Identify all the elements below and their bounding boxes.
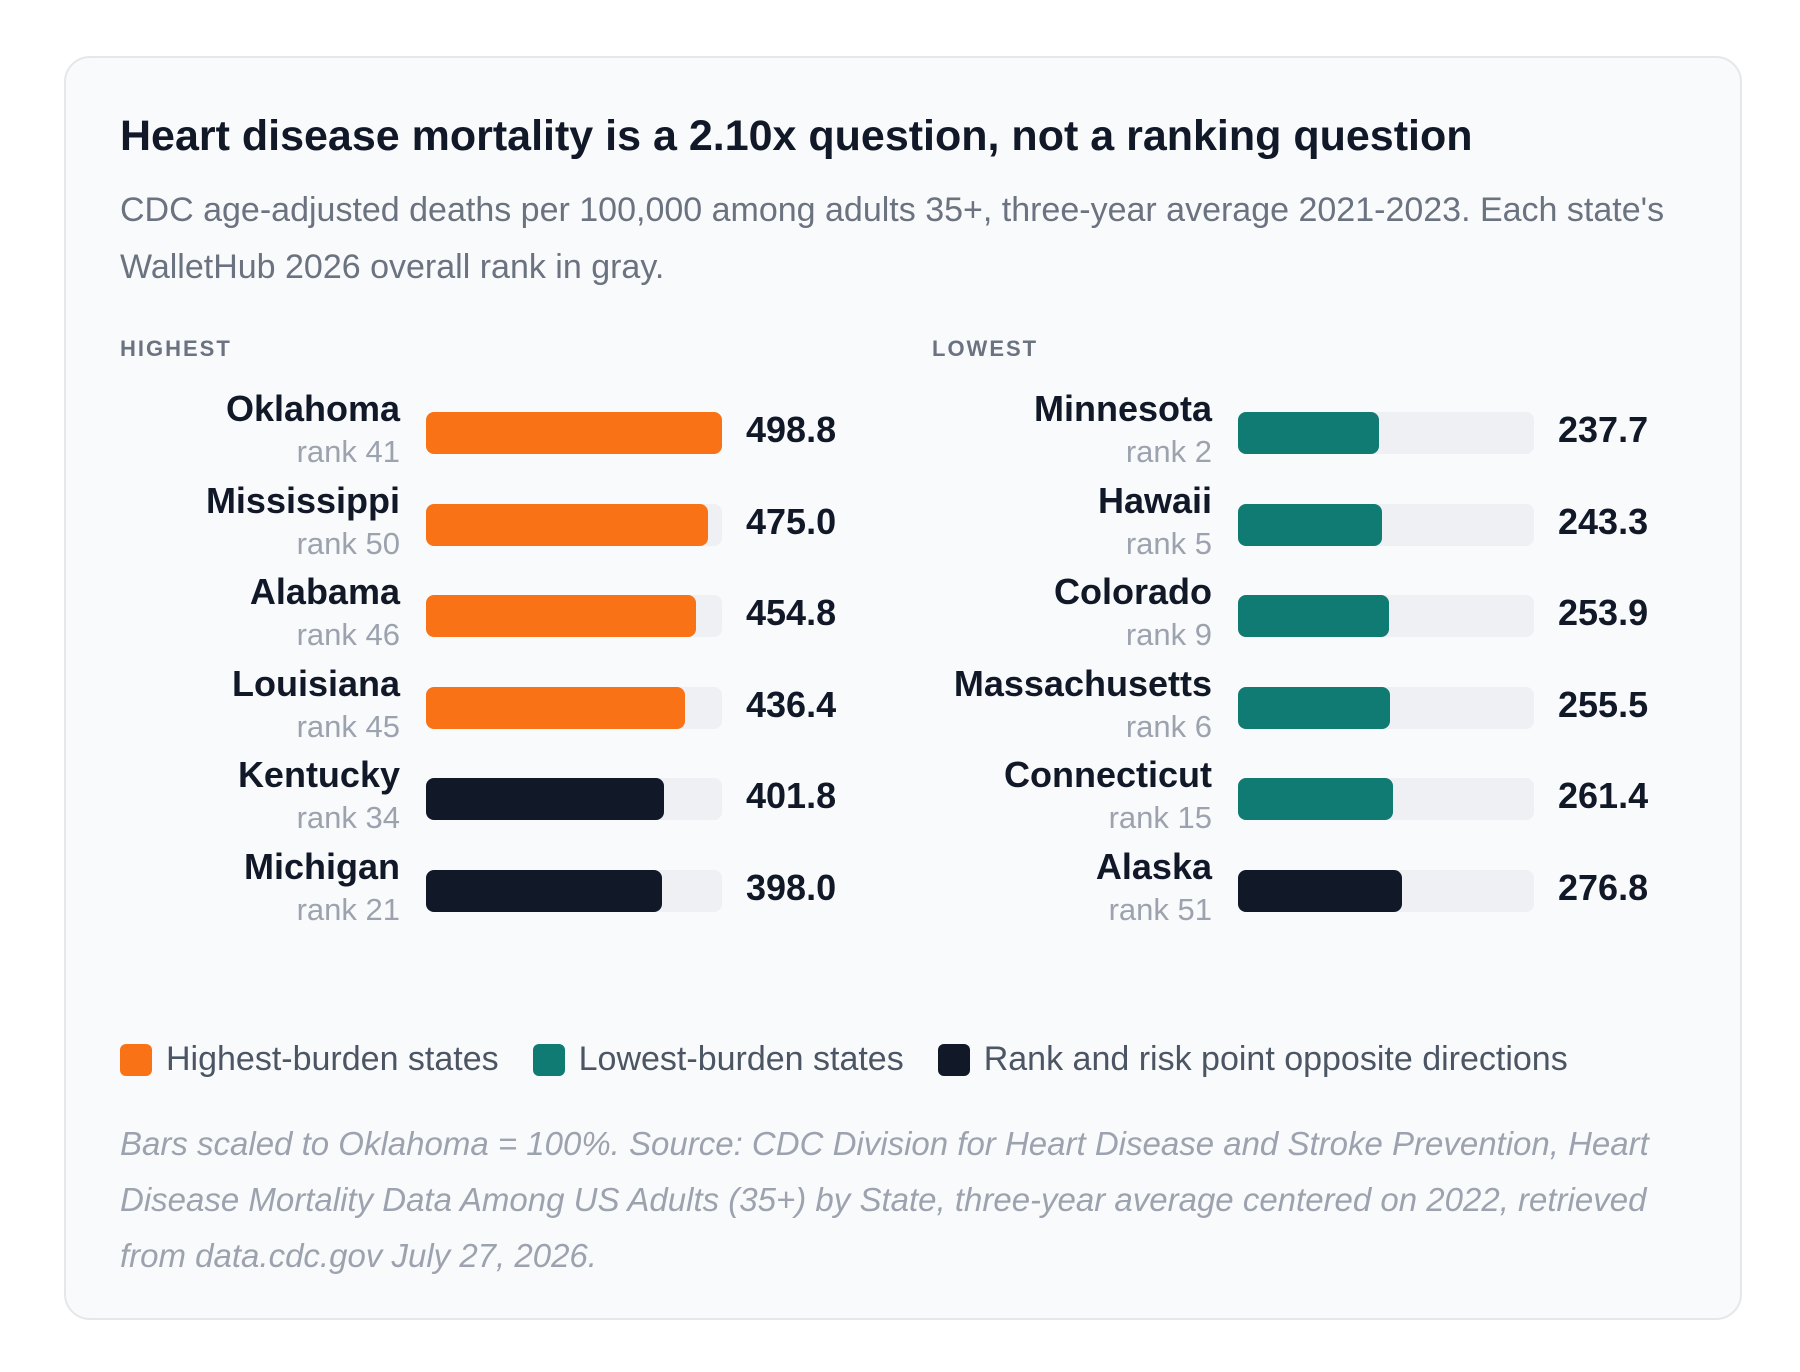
bar-track [426,778,722,820]
legend-swatch-highest [120,1043,152,1076]
rank-label: rank 51 [1108,891,1212,927]
rank-label: rank 46 [296,617,400,652]
bar [426,686,685,729]
legend-label-opposite: Rank and risk point opposite directions [983,1040,1568,1078]
rank-label: rank 15 [1108,800,1212,835]
value-label: 237.7 [1558,409,1649,450]
state-label: Louisiana [231,662,400,704]
rank-label: rank 21 [296,891,400,927]
state-label: Kentucky [237,754,400,795]
bar [426,869,663,912]
bar [1238,595,1389,637]
bar-row: Minnesota rank 2 237.7 [932,388,1712,488]
value-label: 436.4 [746,683,837,725]
legend-swatch-opposite [937,1043,970,1076]
bar-track [426,595,722,637]
bar [1238,778,1394,820]
state-label: Massachusetts [953,662,1212,704]
value-label: 398.0 [746,866,837,908]
bar-track [426,686,722,729]
value-label: 253.9 [1558,592,1649,633]
bar-row: Hawaii rank 5 243.3 [932,480,1712,580]
bar [426,778,665,820]
bar-row: Louisiana rank 45 436.4 [120,663,900,763]
legend-swatch-lowest [532,1043,565,1076]
rank-label: rank 9 [1125,617,1212,652]
legend-label-highest: Highest-burden states [166,1040,499,1078]
bar-track [426,412,722,454]
state-label: Oklahoma [225,388,400,429]
state-label: Connecticut [1003,754,1212,795]
state-label: Colorado [1054,571,1212,612]
rank-label: rank 2 [1125,434,1212,469]
state-label: Alaska [1095,845,1212,887]
bar [1238,503,1383,546]
bar-track [1238,869,1534,912]
bar-row: Colorado rank 9 253.9 [932,571,1712,671]
bar [426,595,696,637]
bar-track [426,503,722,546]
rank-label: rank 50 [296,525,400,561]
value-label: 498.8 [746,409,837,450]
bar [1238,412,1380,454]
bar-row: Oklahoma rank 41 498.8 [120,388,900,488]
bar [426,503,708,546]
rank-label: rank 45 [296,708,400,744]
bar-track [426,869,722,912]
value-label: 255.5 [1558,683,1649,725]
lowest-heading: LOWEST [932,336,1039,361]
legend-item-highest: Highest-burden states [120,1040,499,1079]
value-label: 276.8 [1558,866,1649,908]
state-label: Mississippi [205,479,400,521]
bar-row: Alabama rank 46 454.8 [120,571,900,671]
legend-item-lowest: Lowest-burden states [532,1040,904,1079]
bar-row: Connecticut rank 15 261.4 [932,754,1712,854]
value-label: 243.3 [1558,500,1649,542]
bar-track [1238,503,1534,546]
value-label: 401.8 [746,775,837,816]
bar-row: Mississippi rank 50 475.0 [120,480,900,580]
bar [1238,686,1390,729]
bar-track [1238,686,1534,729]
value-label: 454.8 [746,592,837,633]
bar-row: Michigan rank 21 398.0 [120,846,900,946]
rank-label: rank 5 [1125,525,1212,561]
legend-label-lowest: Lowest-burden states [578,1040,904,1078]
highest-heading: HIGHEST [120,336,232,361]
rank-label: rank 34 [296,800,400,835]
state-label: Minnesota [1033,388,1212,429]
chart-card: Heart disease mortality is a 2.10x quest… [64,56,1742,1320]
bar-row: Kentucky rank 34 401.8 [120,754,900,854]
bar-track [1238,595,1534,637]
state-label: Hawaii [1097,479,1212,521]
state-label: Michigan [243,845,400,887]
value-label: 475.0 [746,500,837,542]
chart-subtitle: CDC age-adjusted deaths per 100,000 amon… [120,191,1665,286]
bar-track [1238,412,1534,454]
rank-label: rank 41 [296,434,400,469]
bar-row: Massachusetts rank 6 255.5 [932,663,1712,763]
rank-label: rank 6 [1125,708,1212,744]
bar [1238,869,1403,912]
bar-row: Alaska rank 51 276.8 [932,846,1712,946]
source-note: Bars scaled to Oklahoma = 100%. Source: … [120,1125,1649,1274]
state-label: Alabama [249,571,400,612]
bar [426,412,722,454]
value-label: 261.4 [1558,775,1649,816]
legend-item-opposite: Rank and risk point opposite directions [937,1040,1568,1079]
bar-track [1238,778,1534,820]
chart-title: Heart disease mortality is a 2.10x quest… [120,112,1473,160]
legend: Highest-burden states Lowest-burden stat… [120,1040,1602,1079]
